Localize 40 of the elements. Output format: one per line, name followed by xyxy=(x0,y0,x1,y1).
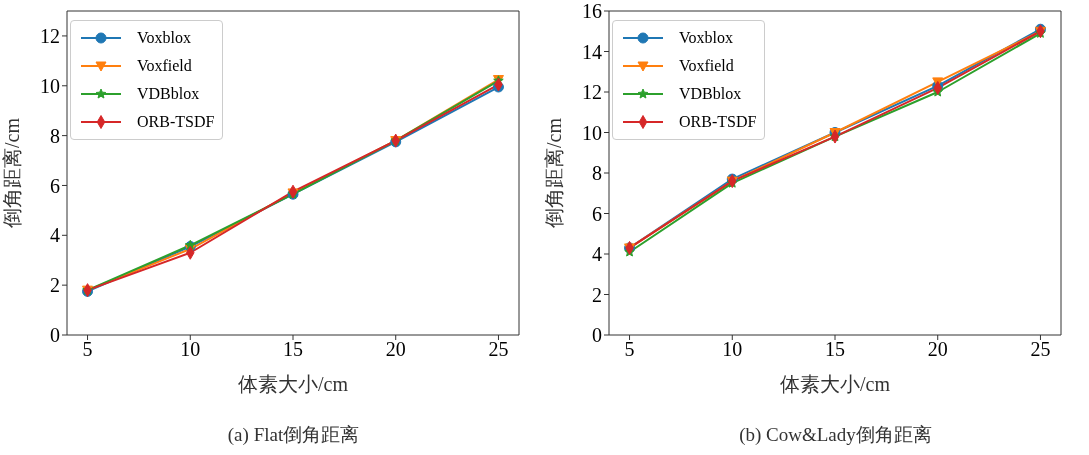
x-tick-label: 15 xyxy=(283,338,303,361)
legend-label: VDBblox xyxy=(137,85,200,103)
y-tick-label: 0 xyxy=(592,324,602,347)
x-tick-label: 20 xyxy=(385,338,406,361)
y-tick-label: 12 xyxy=(40,25,60,48)
y-axis-title: 倒角距离/cm xyxy=(543,117,566,228)
legend-label: Voxfield xyxy=(679,57,734,75)
legend-label: Voxblox xyxy=(679,29,733,47)
legend-label: ORB-TSDF xyxy=(679,113,757,131)
x-tick-label: 10 xyxy=(180,338,201,361)
y-tick-label: 6 xyxy=(592,202,602,225)
x-axis-title: 体素大小/cm xyxy=(238,373,349,395)
y-tick-label: 14 xyxy=(582,40,602,63)
y-tick-label: 4 xyxy=(50,224,60,247)
y-tick-label: 2 xyxy=(50,274,60,297)
text: (a) Flat倒角距离 xyxy=(226,423,361,447)
y-axis-title: 倒角距离/cm xyxy=(1,117,24,228)
legend-label: VDBblox xyxy=(679,85,742,103)
x-tick-label: 25 xyxy=(488,338,509,361)
y-tick-label: 8 xyxy=(50,124,60,147)
x-tick-label: 5 xyxy=(82,338,93,361)
y-tick-label: 10 xyxy=(40,74,60,97)
x-tick-label: 5 xyxy=(624,338,635,361)
x-tick-label: 10 xyxy=(722,338,743,361)
legend-label: Voxblox xyxy=(137,29,191,47)
x-tick-label: 25 xyxy=(1030,338,1051,361)
y-tick-label: 2 xyxy=(592,283,602,306)
legend-label: Voxfield xyxy=(137,57,192,75)
y-tick-label: 10 xyxy=(582,121,602,144)
legend-label: ORB-TSDF xyxy=(137,113,215,131)
text: (b) Cow&Lady倒角距离 xyxy=(738,423,933,447)
y-tick-label: 16 xyxy=(582,0,602,23)
y-tick-label: 0 xyxy=(50,324,60,347)
y-tick-label: 4 xyxy=(592,243,602,266)
y-tick-label: 12 xyxy=(582,81,602,104)
x-axis-title: 体素大小/cm xyxy=(780,373,891,395)
y-tick-label: 6 xyxy=(50,174,60,197)
x-tick-label: 15 xyxy=(825,338,845,361)
y-tick-label: 8 xyxy=(592,162,602,185)
x-tick-label: 20 xyxy=(927,338,948,361)
